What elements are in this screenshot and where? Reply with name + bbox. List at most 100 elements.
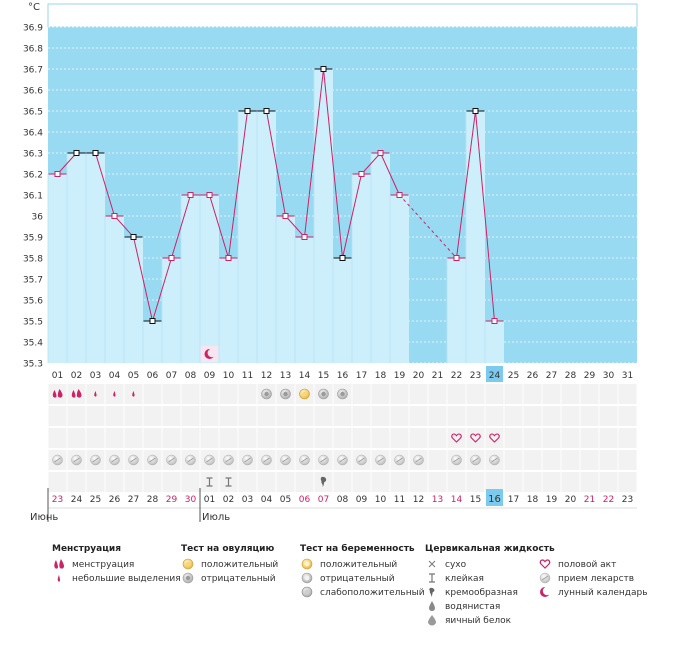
tracker-cell[interactable] bbox=[618, 384, 637, 404]
tracker-cell[interactable] bbox=[276, 472, 295, 492]
tracker-cell[interactable] bbox=[181, 406, 200, 426]
tracker-cell[interactable] bbox=[257, 428, 276, 448]
temperature-point[interactable] bbox=[111, 213, 118, 219]
tracker-cell[interactable] bbox=[314, 428, 333, 448]
tracker-cell[interactable] bbox=[561, 428, 580, 448]
tracker-cell[interactable] bbox=[295, 472, 314, 492]
tracker-cell[interactable] bbox=[67, 384, 86, 404]
tracker-cell[interactable] bbox=[238, 406, 257, 426]
tracker-cell[interactable] bbox=[618, 428, 637, 448]
tracker-cell[interactable] bbox=[105, 472, 124, 492]
tracker-cell[interactable] bbox=[485, 428, 504, 448]
tracker-cell[interactable] bbox=[504, 406, 523, 426]
temperature-point[interactable] bbox=[453, 255, 460, 261]
tracker-cell[interactable] bbox=[466, 428, 485, 448]
tracker-cell[interactable] bbox=[219, 406, 238, 426]
tracker-cell[interactable] bbox=[409, 428, 428, 448]
tracker-cell[interactable] bbox=[105, 428, 124, 448]
temperature-point[interactable] bbox=[377, 150, 384, 156]
tracker-cell[interactable] bbox=[333, 472, 352, 492]
tracker-cell[interactable] bbox=[428, 406, 447, 426]
tracker-cell[interactable] bbox=[333, 428, 352, 448]
tracker-cell[interactable] bbox=[162, 472, 181, 492]
tracker-cell[interactable] bbox=[352, 384, 371, 404]
tracker-cell[interactable] bbox=[542, 428, 561, 448]
tracker-cell[interactable] bbox=[466, 406, 485, 426]
temperature-point[interactable] bbox=[358, 171, 365, 177]
tracker-cell[interactable] bbox=[542, 450, 561, 470]
tracker-cell[interactable] bbox=[200, 428, 219, 448]
temperature-point[interactable] bbox=[130, 234, 137, 240]
tracker-cell[interactable] bbox=[371, 472, 390, 492]
tracker-cell[interactable] bbox=[48, 384, 67, 404]
tracker-cell[interactable] bbox=[143, 406, 162, 426]
tracker-cell[interactable] bbox=[295, 428, 314, 448]
temperature-point[interactable] bbox=[282, 213, 289, 219]
tracker-cell[interactable] bbox=[67, 428, 86, 448]
tracker-cell[interactable] bbox=[618, 450, 637, 470]
temperature-point[interactable] bbox=[472, 108, 479, 114]
temperature-point[interactable] bbox=[92, 150, 99, 156]
tracker-cell[interactable] bbox=[143, 428, 162, 448]
temperature-point[interactable] bbox=[225, 255, 232, 261]
tracker-cell[interactable] bbox=[200, 406, 219, 426]
tracker-cell[interactable] bbox=[352, 406, 371, 426]
tracker-cell[interactable] bbox=[162, 406, 181, 426]
temperature-point[interactable] bbox=[396, 192, 403, 198]
tracker-cell[interactable] bbox=[352, 472, 371, 492]
tracker-cell[interactable] bbox=[580, 406, 599, 426]
tracker-cell[interactable] bbox=[409, 406, 428, 426]
tracker-cell[interactable] bbox=[618, 472, 637, 492]
tracker-cell[interactable] bbox=[48, 406, 67, 426]
tracker-cell[interactable] bbox=[390, 472, 409, 492]
tracker-cell[interactable] bbox=[580, 450, 599, 470]
tracker-cell[interactable] bbox=[67, 472, 86, 492]
tracker-cell[interactable] bbox=[561, 384, 580, 404]
tracker-cell[interactable] bbox=[352, 428, 371, 448]
tracker-cell[interactable] bbox=[86, 406, 105, 426]
tracker-cell[interactable] bbox=[276, 428, 295, 448]
tracker-cell[interactable] bbox=[86, 428, 105, 448]
tracker-cell[interactable] bbox=[466, 384, 485, 404]
tracker-cell[interactable] bbox=[580, 384, 599, 404]
temperature-point[interactable] bbox=[491, 318, 498, 324]
tracker-cell[interactable] bbox=[561, 472, 580, 492]
tracker-cell[interactable] bbox=[143, 384, 162, 404]
tracker-cell[interactable] bbox=[409, 384, 428, 404]
tracker-cell[interactable] bbox=[48, 428, 67, 448]
tracker-cell[interactable] bbox=[599, 406, 618, 426]
tracker-cell[interactable] bbox=[219, 428, 238, 448]
temperature-point[interactable] bbox=[339, 255, 346, 261]
tracker-cell[interactable] bbox=[390, 428, 409, 448]
tracker-cell[interactable] bbox=[428, 450, 447, 470]
tracker-cell[interactable] bbox=[390, 406, 409, 426]
tracker-cell[interactable] bbox=[523, 450, 542, 470]
tracker-cell[interactable] bbox=[504, 450, 523, 470]
temperature-point[interactable] bbox=[320, 66, 327, 72]
tracker-cell[interactable] bbox=[371, 384, 390, 404]
tracker-cell[interactable] bbox=[485, 472, 504, 492]
tracker-cell[interactable] bbox=[181, 384, 200, 404]
temperature-point[interactable] bbox=[73, 150, 80, 156]
temperature-point[interactable] bbox=[206, 192, 213, 198]
tracker-cell[interactable] bbox=[523, 472, 542, 492]
tracker-cell[interactable] bbox=[143, 472, 162, 492]
tracker-cell[interactable] bbox=[181, 428, 200, 448]
tracker-cell[interactable] bbox=[523, 428, 542, 448]
tracker-cell[interactable] bbox=[333, 406, 352, 426]
tracker-cell[interactable] bbox=[200, 384, 219, 404]
tracker-cell[interactable] bbox=[504, 472, 523, 492]
tracker-cell[interactable] bbox=[599, 428, 618, 448]
tracker-cell[interactable] bbox=[561, 450, 580, 470]
tracker-cell[interactable] bbox=[124, 428, 143, 448]
tracker-cell[interactable] bbox=[314, 406, 333, 426]
tracker-cell[interactable] bbox=[390, 384, 409, 404]
temperature-point[interactable] bbox=[54, 171, 61, 177]
tracker-cell[interactable] bbox=[523, 406, 542, 426]
tracker-cell[interactable] bbox=[599, 472, 618, 492]
tracker-cell[interactable] bbox=[447, 384, 466, 404]
temperature-point[interactable] bbox=[168, 255, 175, 261]
temperature-point[interactable] bbox=[149, 318, 156, 324]
tracker-cell[interactable] bbox=[162, 428, 181, 448]
tracker-cell[interactable] bbox=[466, 472, 485, 492]
